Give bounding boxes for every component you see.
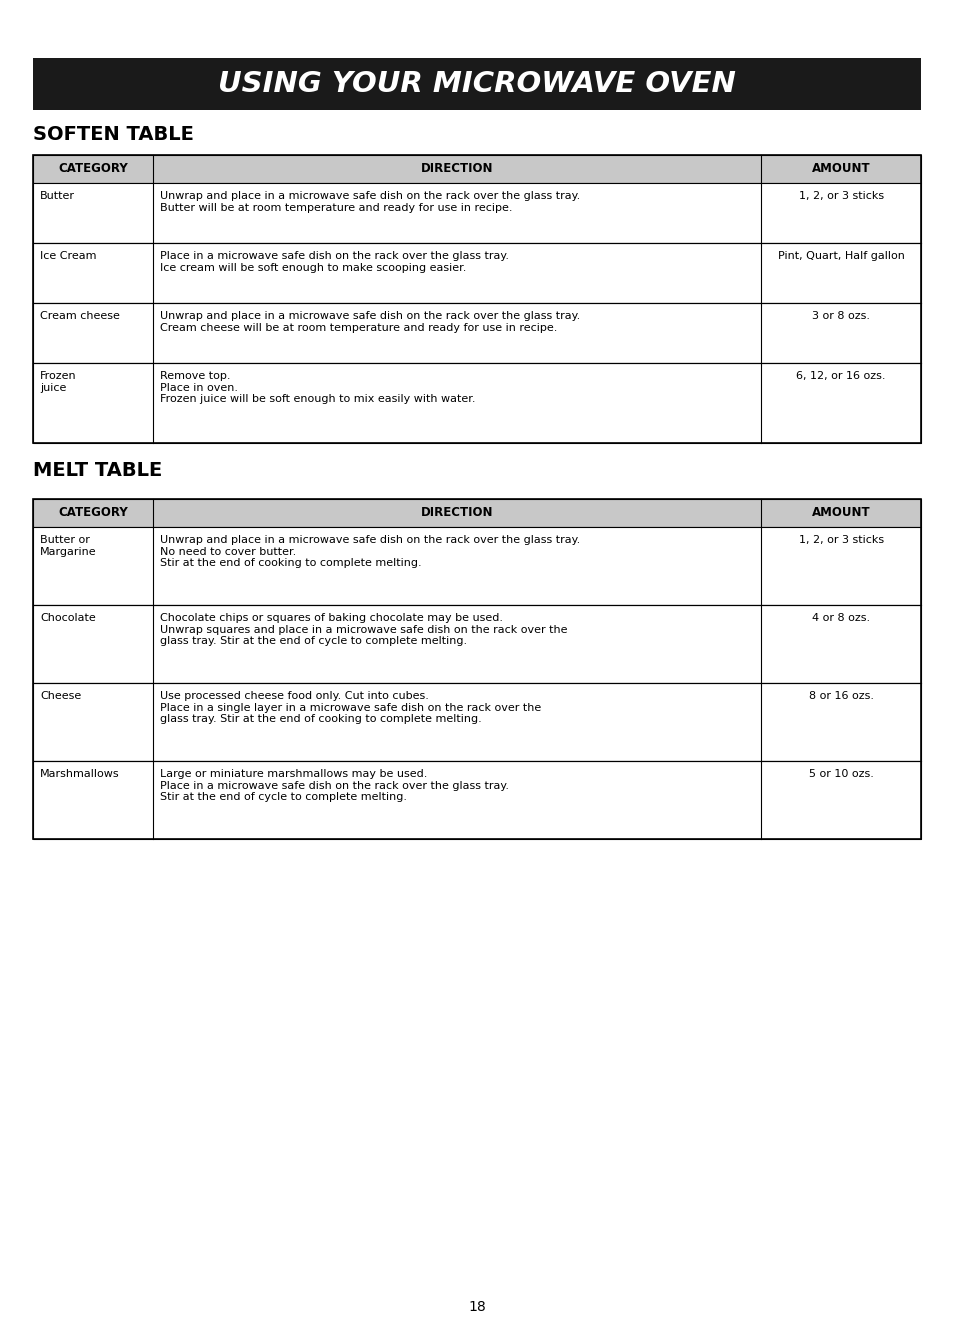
Text: SOFTEN TABLE: SOFTEN TABLE bbox=[33, 125, 193, 144]
Text: 18: 18 bbox=[468, 1300, 485, 1314]
Text: Frozen
juice: Frozen juice bbox=[40, 370, 76, 393]
Text: Unwrap and place in a microwave safe dish on the rack over the glass tray.
Cream: Unwrap and place in a microwave safe dis… bbox=[160, 311, 579, 333]
Bar bbox=[33, 499, 920, 527]
Text: 1, 2, or 3 sticks: 1, 2, or 3 sticks bbox=[798, 191, 882, 201]
Text: Place in a microwave safe dish on the rack over the glass tray.
Ice cream will b: Place in a microwave safe dish on the ra… bbox=[160, 251, 508, 272]
Text: DIRECTION: DIRECTION bbox=[420, 162, 493, 176]
Text: DIRECTION: DIRECTION bbox=[420, 506, 493, 519]
Text: Marshmallows: Marshmallows bbox=[40, 769, 119, 778]
Bar bbox=[33, 761, 920, 839]
Text: Use processed cheese food only. Cut into cubes.
Place in a single layer in a mic: Use processed cheese food only. Cut into… bbox=[160, 691, 540, 725]
Text: AMOUNT: AMOUNT bbox=[811, 506, 869, 519]
Bar bbox=[33, 362, 920, 443]
Text: 3 or 8 ozs.: 3 or 8 ozs. bbox=[811, 311, 869, 321]
Text: Chocolate: Chocolate bbox=[40, 613, 95, 623]
Bar bbox=[33, 243, 920, 303]
Bar bbox=[33, 605, 920, 683]
Text: Chocolate chips or squares of baking chocolate may be used.
Unwrap squares and p: Chocolate chips or squares of baking cho… bbox=[160, 613, 567, 647]
Text: Butter: Butter bbox=[40, 191, 75, 201]
Text: Pint, Quart, Half gallon: Pint, Quart, Half gallon bbox=[777, 251, 903, 260]
Text: CATEGORY: CATEGORY bbox=[58, 506, 128, 519]
Bar bbox=[33, 683, 920, 761]
Text: 4 or 8 ozs.: 4 or 8 ozs. bbox=[811, 613, 869, 623]
Text: Cheese: Cheese bbox=[40, 691, 81, 701]
Bar bbox=[33, 154, 920, 443]
Text: CATEGORY: CATEGORY bbox=[58, 162, 128, 176]
Text: Ice Cream: Ice Cream bbox=[40, 251, 96, 260]
Bar bbox=[33, 183, 920, 243]
Bar bbox=[33, 499, 920, 839]
Text: Cream cheese: Cream cheese bbox=[40, 311, 120, 321]
Text: 6, 12, or 16 ozs.: 6, 12, or 16 ozs. bbox=[796, 370, 885, 381]
Bar bbox=[33, 303, 920, 362]
Text: Unwrap and place in a microwave safe dish on the rack over the glass tray.
Butte: Unwrap and place in a microwave safe dis… bbox=[160, 191, 579, 212]
Text: Remove top.
Place in oven.
Frozen juice will be soft enough to mix easily with w: Remove top. Place in oven. Frozen juice … bbox=[160, 370, 475, 404]
Bar bbox=[33, 154, 920, 183]
Text: 5 or 10 ozs.: 5 or 10 ozs. bbox=[808, 769, 873, 778]
Text: Butter or
Margarine: Butter or Margarine bbox=[40, 535, 96, 557]
Text: Large or miniature marshmallows may be used.
Place in a microwave safe dish on t: Large or miniature marshmallows may be u… bbox=[160, 769, 508, 803]
Text: USING YOUR MICROWAVE OVEN: USING YOUR MICROWAVE OVEN bbox=[218, 70, 735, 98]
Text: AMOUNT: AMOUNT bbox=[811, 162, 869, 176]
Text: Unwrap and place in a microwave safe dish on the rack over the glass tray.
No ne: Unwrap and place in a microwave safe dis… bbox=[160, 535, 579, 568]
Bar bbox=[33, 527, 920, 605]
Bar bbox=[33, 58, 920, 110]
Text: 1, 2, or 3 sticks: 1, 2, or 3 sticks bbox=[798, 535, 882, 545]
Text: MELT TABLE: MELT TABLE bbox=[33, 462, 162, 480]
Text: 8 or 16 ozs.: 8 or 16 ozs. bbox=[808, 691, 873, 701]
